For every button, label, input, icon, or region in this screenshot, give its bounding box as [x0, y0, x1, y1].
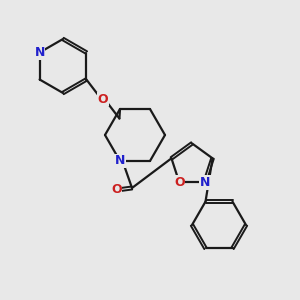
Text: O: O	[98, 92, 108, 106]
Text: O: O	[111, 183, 122, 196]
Text: O: O	[174, 176, 184, 189]
Text: N: N	[34, 46, 45, 59]
Text: N: N	[200, 176, 210, 189]
Text: N: N	[115, 154, 125, 167]
